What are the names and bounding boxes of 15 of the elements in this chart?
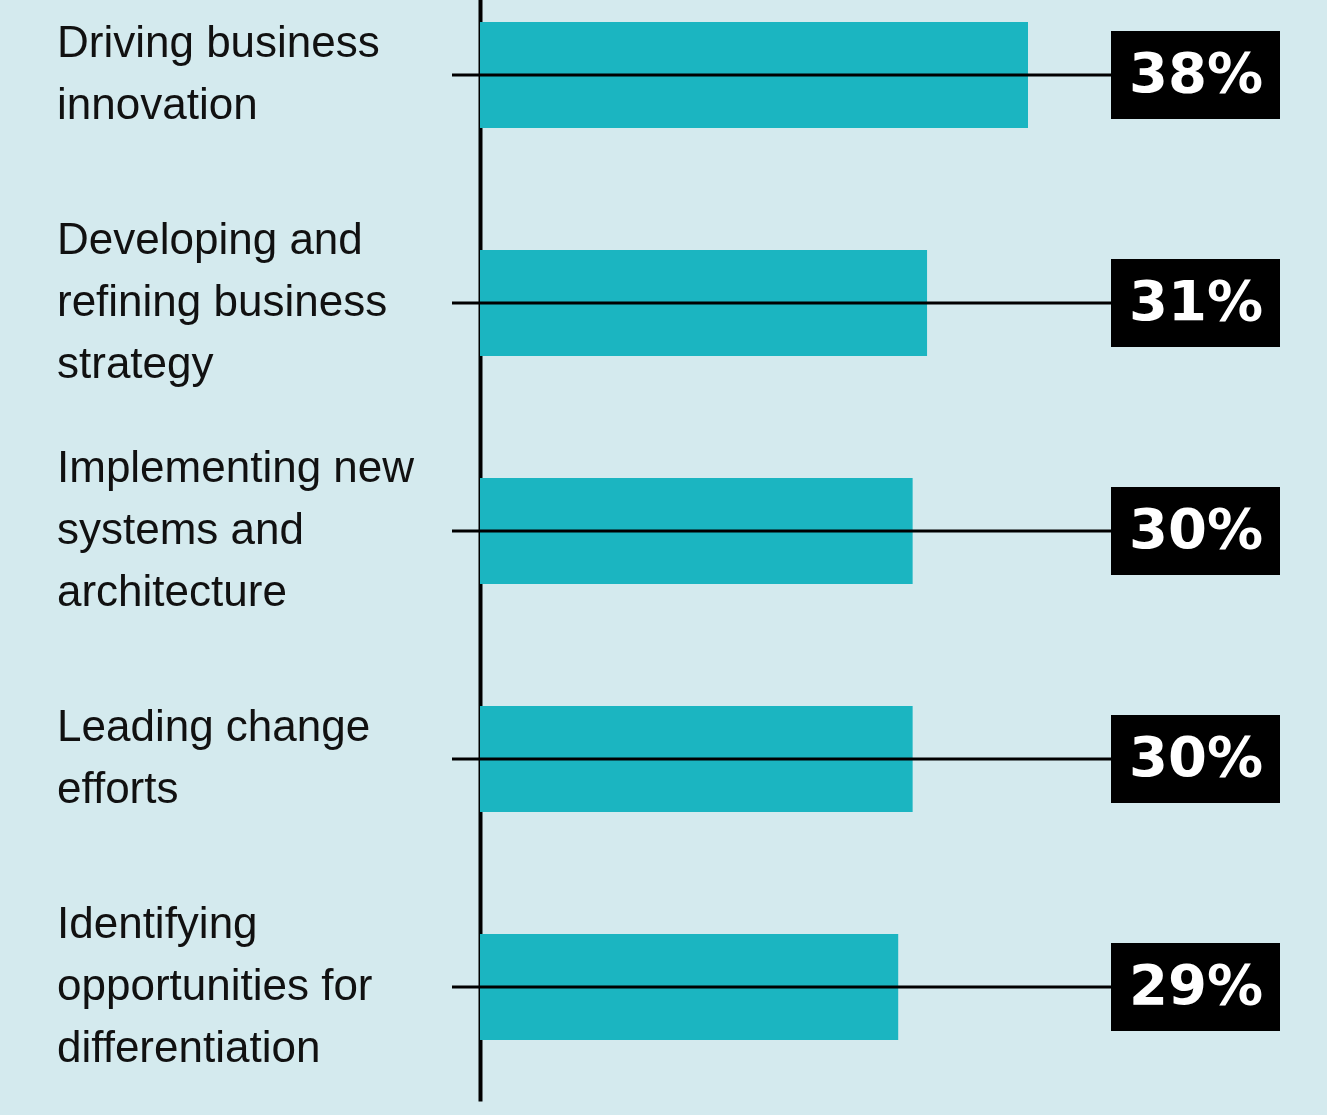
bar: [480, 21, 1028, 129]
bar: [480, 477, 913, 585]
y-tick-label: Developing and refining business strategy: [57, 213, 388, 387]
data-label: 30%: [1128, 496, 1264, 561]
y-tick-label: Driving business innovation: [57, 16, 380, 128]
bar: [480, 933, 899, 1041]
bar: [480, 705, 913, 813]
y-tick-label: Leading change efforts: [57, 700, 371, 812]
bar: [480, 249, 928, 357]
data-label: 29%: [1128, 952, 1264, 1017]
data-label: 31%: [1128, 268, 1264, 333]
y-tick-label: Identifying opportunities for differentiation: [57, 897, 373, 1071]
data-label: 38%: [1128, 40, 1264, 105]
data-label: 30%: [1128, 724, 1264, 789]
y-tick-label: Implementing new systems and architecture: [57, 441, 415, 615]
